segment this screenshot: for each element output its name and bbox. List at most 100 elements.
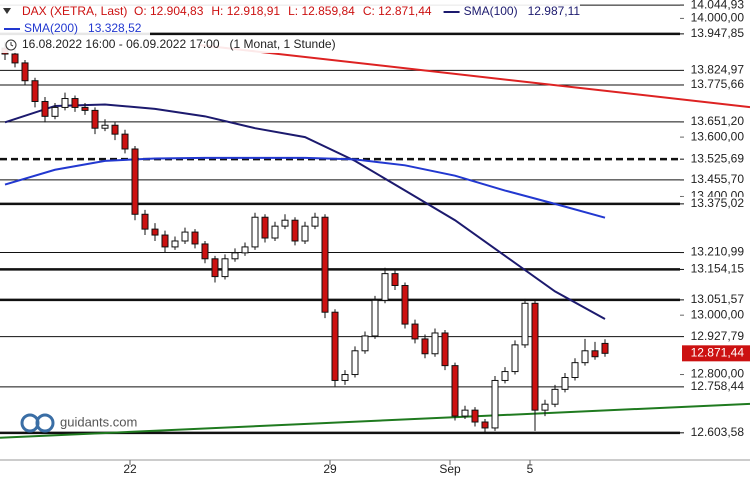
- level-label: 13.775,66: [691, 77, 745, 91]
- period-text: (1 Monat, 1 Stunde): [230, 37, 336, 51]
- candle-body: [281, 219, 289, 227]
- level-label: 13.525,69: [691, 151, 745, 165]
- header-bg: [0, 37, 350, 53]
- candle-body: [351, 350, 359, 376]
- candle-body: [371, 299, 379, 337]
- level-label: 14.044,93: [691, 0, 745, 11]
- ohlc-label: C: 12.871,44: [363, 4, 432, 18]
- x-tick-label: 22: [123, 462, 137, 476]
- trendline: [0, 402, 750, 439]
- y-tick-label: 13.600,00: [691, 129, 745, 143]
- candle-body: [561, 376, 569, 390]
- header-bg: [0, 2, 580, 20]
- candle-body: [601, 342, 609, 354]
- y-tick-label: 12.800,00: [691, 367, 745, 381]
- candle-body: [291, 219, 299, 242]
- candle-body: [111, 124, 119, 135]
- candle-body: [511, 344, 519, 373]
- legend-value: 12.987,11: [528, 4, 581, 18]
- candle-body: [221, 258, 229, 278]
- candle-body: [311, 216, 319, 227]
- candle-body: [471, 409, 479, 423]
- candle-body: [191, 231, 199, 245]
- candle-body: [491, 379, 499, 429]
- clock-icon: [5, 39, 17, 51]
- x-tick-label: 5: [527, 462, 534, 476]
- chart-title: DAX (XETRA, Last): [22, 4, 127, 18]
- candle-body: [481, 421, 489, 429]
- legend-value: 13.328,52: [88, 21, 142, 35]
- level-label-box: [682, 292, 750, 307]
- candle-body: [441, 332, 449, 367]
- candle-body: [21, 62, 29, 82]
- sma-line: [4, 156, 606, 219]
- level-label: 13.651,20: [691, 114, 745, 128]
- level-label: 13.455,70: [691, 172, 745, 186]
- level-label-box: [682, 152, 750, 167]
- level-label: 13.947,85: [691, 26, 745, 40]
- level-label-box: [682, 63, 750, 78]
- candle-body: [321, 216, 329, 313]
- level-label-box: [682, 196, 750, 211]
- candle-body: [331, 311, 339, 381]
- level-label: 13.154,15: [691, 262, 745, 276]
- candle-body: [411, 323, 419, 340]
- level-label-box: [682, 245, 750, 260]
- candle-body: [121, 133, 129, 150]
- candle-body: [261, 216, 269, 239]
- candle-body: [381, 273, 389, 301]
- candle-body: [61, 98, 69, 108]
- collapse-icon: [3, 8, 11, 14]
- candle-body: [421, 338, 429, 355]
- candle-body: [271, 225, 279, 239]
- candle-body: [81, 106, 89, 111]
- candle-body: [451, 365, 459, 417]
- ohlc-label: O: 12.904,83: [134, 4, 204, 18]
- level-label-box: [682, 425, 750, 440]
- clock-hand: [10, 42, 14, 47]
- x-tick-label: Sep: [439, 462, 461, 476]
- header: DAX (XETRA, Last) O: 12.904,83 H: 12.918,9…: [0, 2, 580, 53]
- legend-name: SMA(100): [464, 4, 518, 18]
- level-label: 13.375,02: [691, 196, 745, 210]
- candle-body: [101, 124, 109, 129]
- logo: [35, 413, 55, 433]
- candle-body: [131, 148, 139, 215]
- candle-body: [241, 246, 249, 254]
- candle-body: [151, 228, 159, 236]
- last-price-label: 12.871,44: [691, 345, 745, 359]
- level-label-box: [682, 114, 750, 129]
- candle-body: [521, 302, 529, 346]
- header-bg: [0, 21, 150, 37]
- candle-body: [591, 350, 599, 358]
- y-tick-label: 13.000,00: [691, 307, 745, 321]
- candle-body: [171, 240, 179, 248]
- x-tick-label: 29: [323, 462, 337, 476]
- candle-body: [531, 302, 539, 411]
- ohlc-label: H: 12.918,91: [211, 4, 280, 18]
- candle-body: [401, 284, 409, 325]
- level-label: 12.603,58: [691, 425, 745, 439]
- price-axis: 14.000,0013.600,0013.400,0013.000,0012.8…: [680, 0, 750, 440]
- sma-line: [4, 103, 606, 320]
- candle-body: [571, 362, 579, 378]
- candle-body: [161, 234, 169, 248]
- level-label-box: [682, 0, 750, 13]
- level-label-box: [682, 329, 750, 344]
- level-label: 13.824,97: [691, 63, 745, 77]
- level-label: 12.927,79: [691, 329, 745, 343]
- range-text: 16.08.2022 16:00 - 06.09.2022 17:00: [22, 37, 220, 51]
- candle-body: [141, 213, 149, 230]
- candle-body: [41, 100, 49, 117]
- ohlc-label: L: 12.859,84: [288, 4, 355, 18]
- candle-body: [181, 231, 189, 242]
- candle-body: [541, 403, 549, 411]
- level-label: 13.210,99: [691, 245, 745, 259]
- candle-body: [551, 388, 559, 405]
- candle-body: [581, 350, 589, 364]
- candle-body: [501, 371, 509, 381]
- candle-body: [211, 258, 219, 278]
- candle-body: [391, 273, 399, 286]
